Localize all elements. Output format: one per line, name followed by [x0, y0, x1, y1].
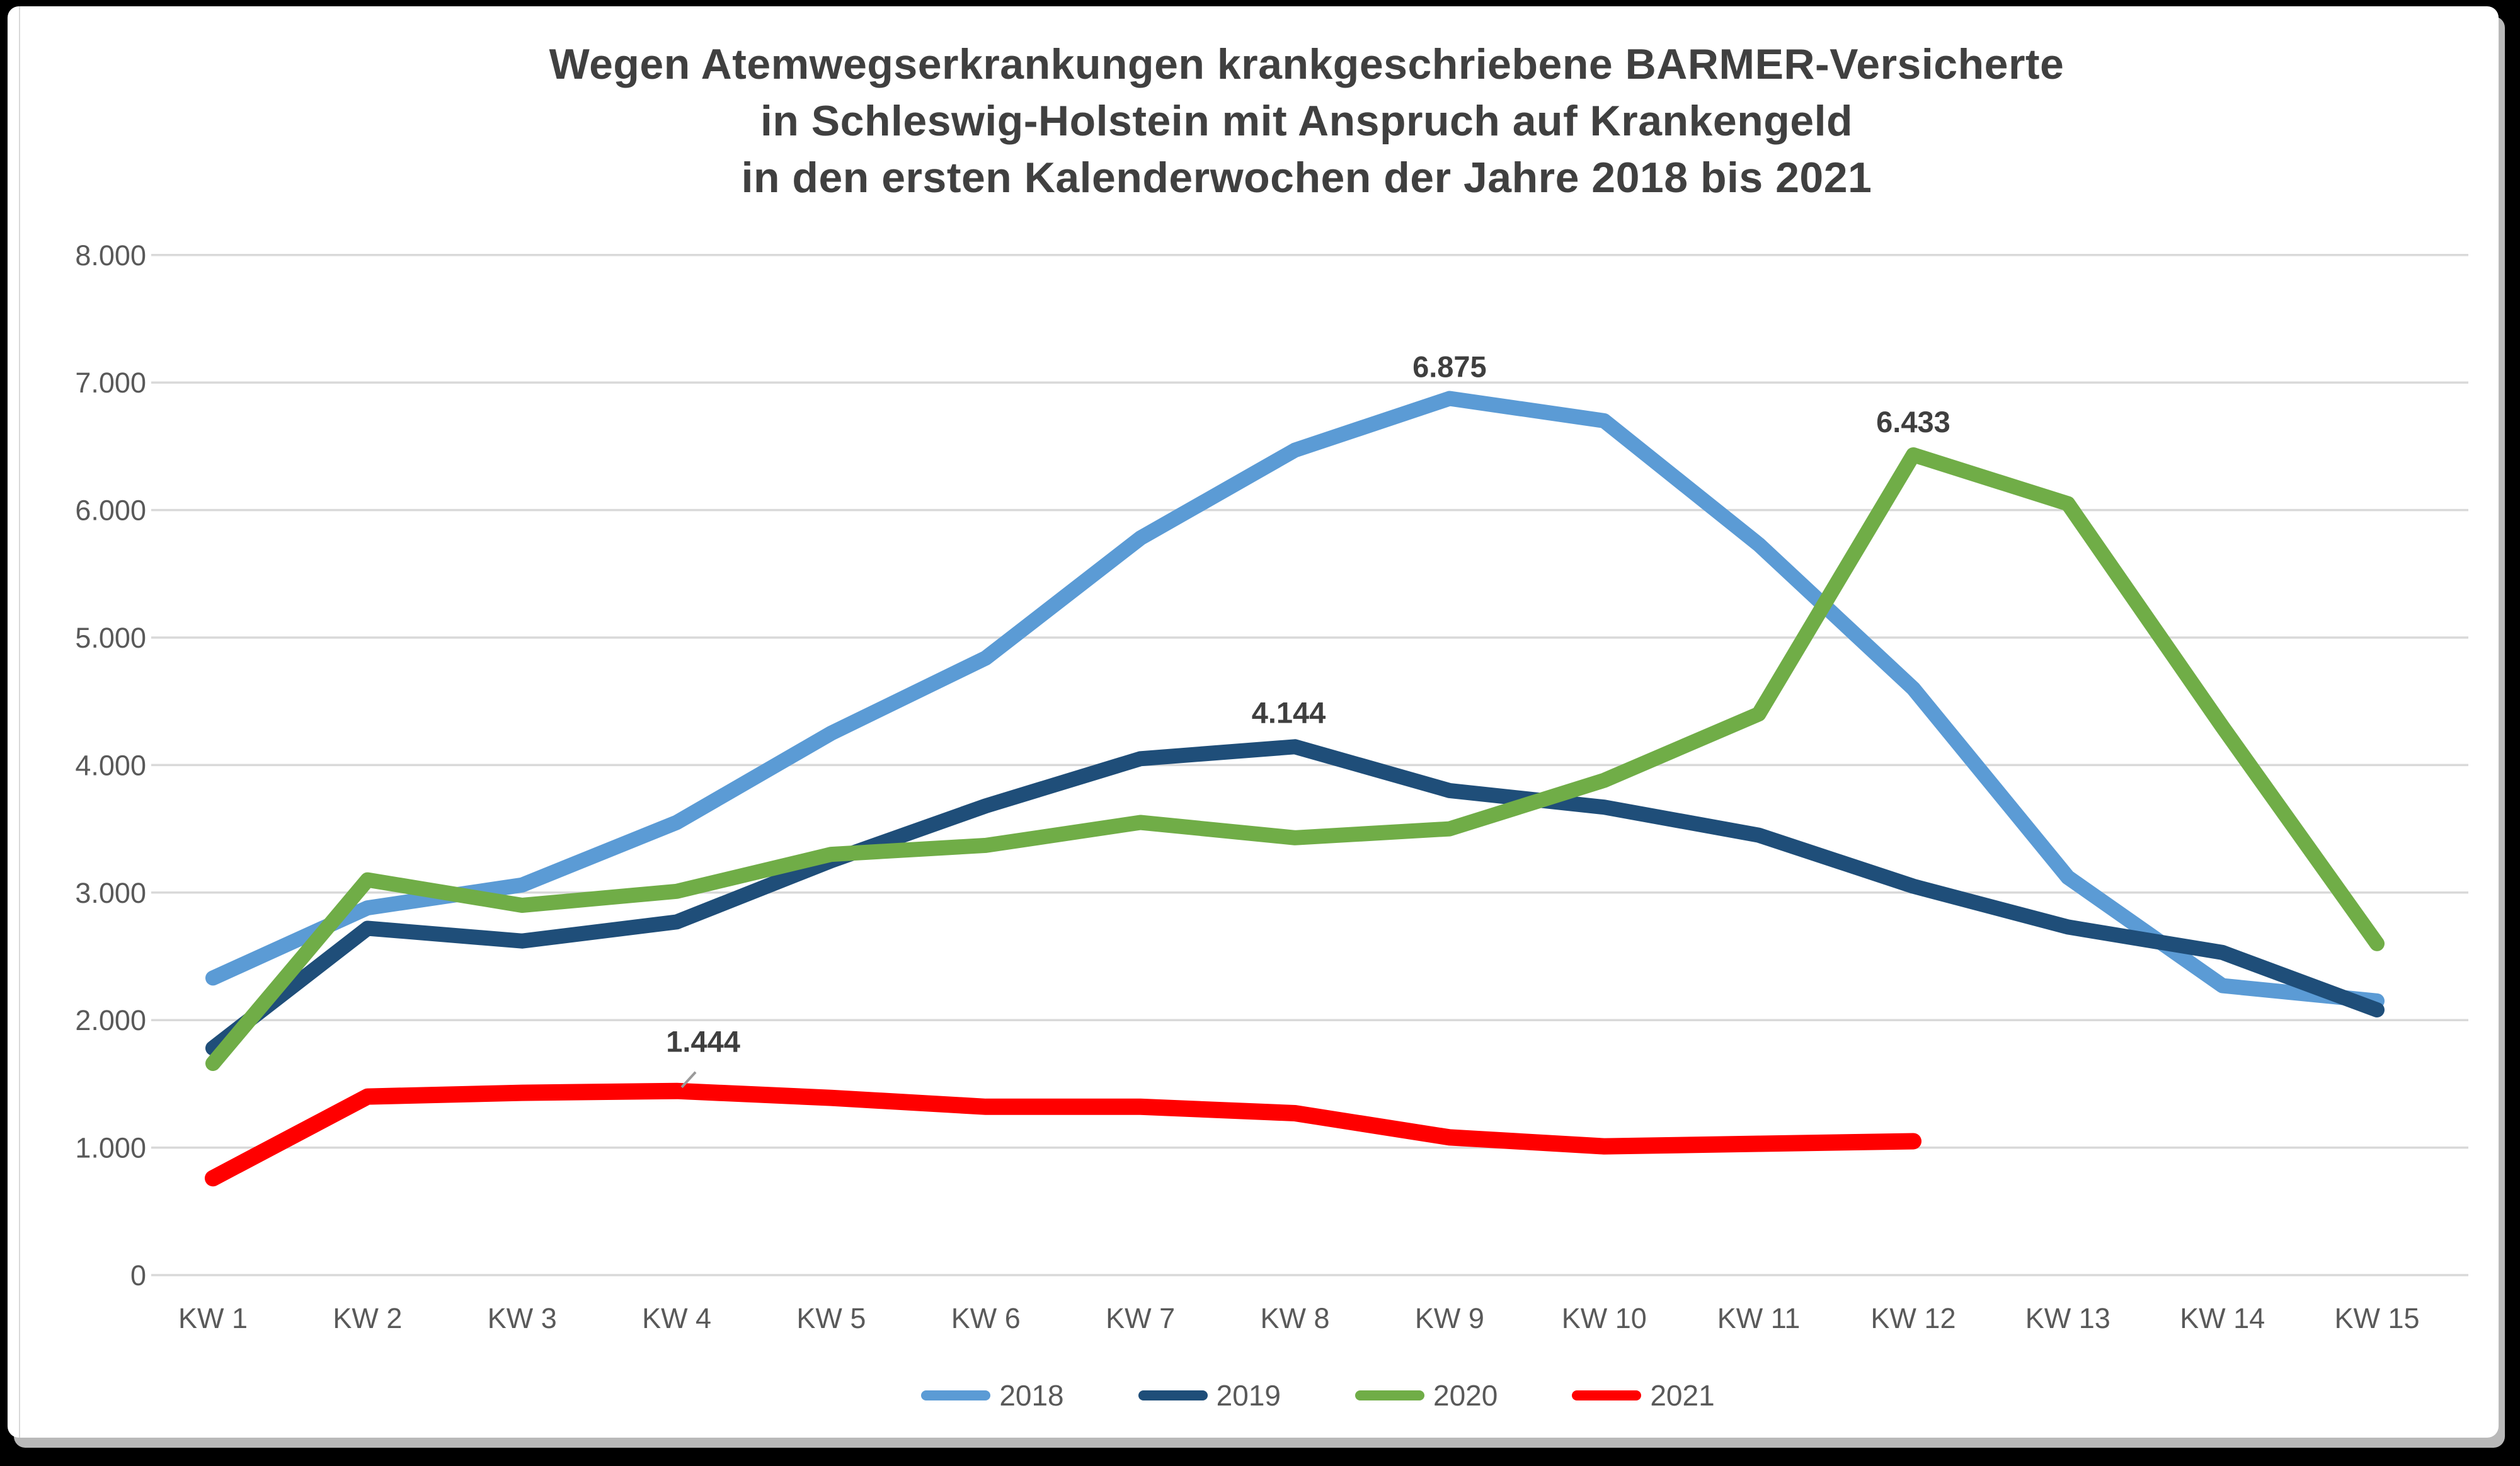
data-label-6.875: 6.875: [1412, 350, 1487, 384]
x-axis-tick-kw-11: KW 11: [1717, 1302, 1801, 1334]
x-axis-tick-kw-1: KW 1: [178, 1302, 248, 1334]
y-axis-tick-6.000: 6.000: [75, 495, 146, 527]
legend-item-2020: 2020: [1355, 1378, 1498, 1412]
x-axis-tick-kw-10: KW 10: [1562, 1302, 1647, 1334]
x-axis-tick-kw-14: KW 14: [2180, 1302, 2265, 1334]
y-axis-tick-0: 0: [130, 1259, 146, 1291]
chart-title-line-3: in den ersten Kalenderwochen der Jahre 2…: [741, 153, 1872, 202]
y-axis-tick-8.000: 8.000: [75, 239, 146, 272]
x-axis-tick-kw-15: KW 15: [2335, 1302, 2420, 1334]
y-axis-tick-5.000: 5.000: [75, 622, 146, 654]
x-axis-tick-kw-6: KW 6: [951, 1302, 1021, 1334]
chart-title: Wegen Atemwegserkrankungen krankgeschrie…: [115, 37, 2499, 206]
x-axis-tick-kw-4: KW 4: [642, 1302, 711, 1334]
y-axis-tick-3.000: 3.000: [75, 877, 146, 909]
legend-label-2020: 2020: [1433, 1379, 1498, 1412]
data-label-4.144: 4.144: [1252, 696, 1326, 729]
y-axis-tick-2.000: 2.000: [75, 1004, 146, 1036]
legend-item-2021: 2021: [1572, 1378, 1715, 1412]
legend-swatch-2018: [921, 1390, 991, 1400]
x-axis-tick-kw-9: KW 9: [1415, 1302, 1484, 1334]
frame-hairline: [19, 6, 20, 1438]
x-axis-tick-kw-7: KW 7: [1106, 1302, 1175, 1334]
series-line-2021: [205, 1082, 1922, 1187]
x-axis-tick-kw-2: KW 2: [333, 1302, 402, 1334]
legend-swatch-2019: [1138, 1390, 1208, 1400]
legend-swatch-2020: [1355, 1390, 1424, 1400]
series-line-2020: [205, 447, 2385, 1071]
legend-item-2019: 2019: [1138, 1378, 1281, 1412]
y-axis-tick-7.000: 7.000: [75, 367, 146, 399]
legend-swatch-2021: [1572, 1390, 1642, 1400]
legend-label-2019: 2019: [1216, 1379, 1281, 1412]
x-axis-tick-kw-8: KW 8: [1261, 1302, 1330, 1334]
x-axis-tick-kw-5: KW 5: [796, 1302, 866, 1334]
legend-item-2018: 2018: [921, 1378, 1064, 1412]
series-line-2018: [205, 391, 2385, 1009]
y-axis-tick-1.000: 1.000: [75, 1132, 146, 1164]
chart-title-line-2: in Schleswig-Holstein mit Anspruch auf K…: [760, 96, 1853, 145]
data-label-1.444: 1.444: [666, 1025, 740, 1058]
series-line-2019: [205, 739, 2385, 1056]
line-chart-plot-area: 8.000 7.000 6.000 5.000 4.000 3.000 2.000 1.000…: [75, 239, 2468, 1334]
x-axis-tick-kw-3: KW 3: [488, 1302, 557, 1334]
legend-label-2018: 2018: [999, 1379, 1064, 1412]
chart-legend: 2018 2019 2020 2021: [159, 1361, 2477, 1430]
y-axis-tick-4.000: 4.000: [75, 749, 146, 781]
legend-label-2021: 2021: [1650, 1379, 1715, 1412]
chart-title-line-1: Wegen Atemwegserkrankungen krankgeschrie…: [549, 40, 2065, 88]
data-label-6.433: 6.433: [1876, 405, 1950, 438]
chart-card: Wegen Atemwegserkrankungen krankgeschrie…: [8, 6, 2499, 1438]
x-axis-tick-kw-13: KW 13: [2025, 1302, 2110, 1334]
x-axis-tick-kw-12: KW 12: [1870, 1302, 1956, 1334]
annotation-leader-line-1.444: [680, 1071, 697, 1089]
